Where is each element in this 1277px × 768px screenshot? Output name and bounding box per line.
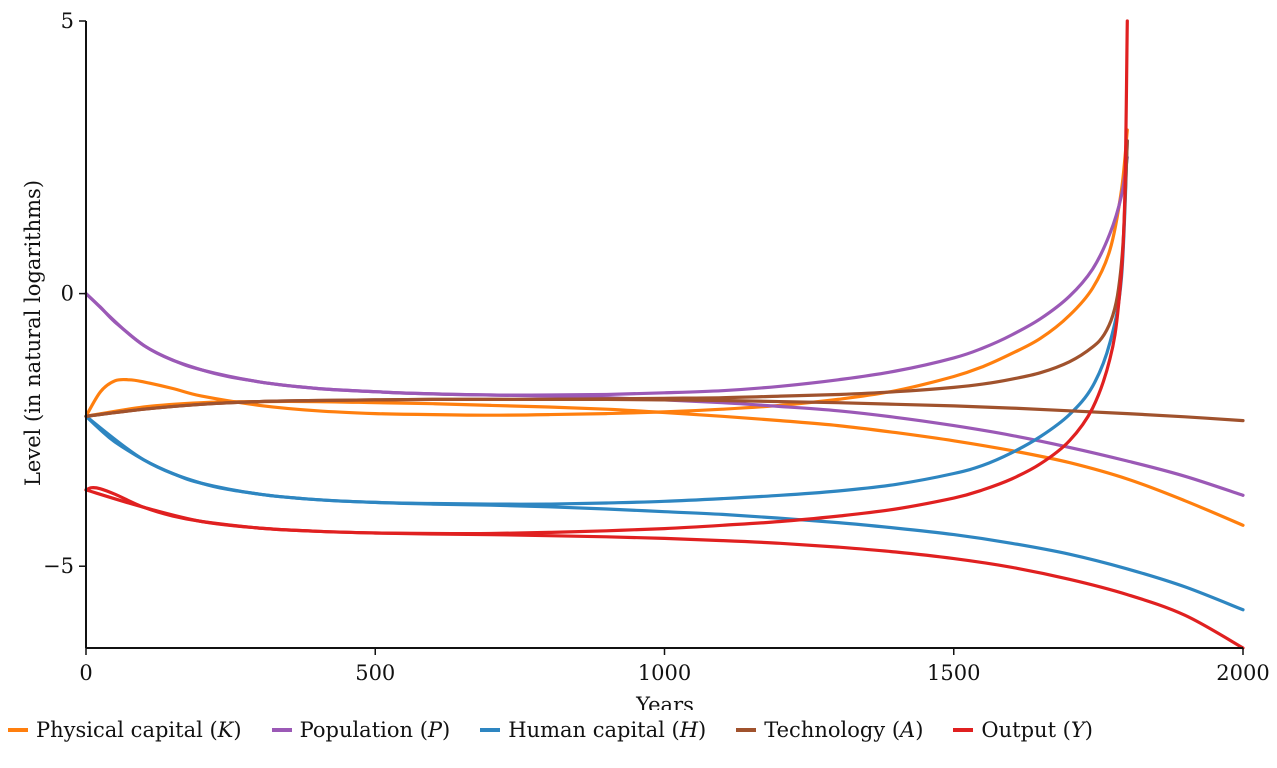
legend-paren: ): [1084, 718, 1093, 742]
legend-swatch: [736, 728, 757, 732]
series-human-capital: [84, 139, 1245, 612]
series-population: [84, 155, 1245, 497]
legend: Physical capital (K) Population (P) Human …: [0, 710, 1277, 750]
legend-item-technology: Technology (A): [736, 718, 923, 742]
series-line-technology-lower: [84, 397, 1245, 423]
chart: 0 500 1000 1500 2000 5 0 −5 Years Level (in nat…: [21, 9, 1270, 710]
series-line-technology-upper: [84, 139, 1129, 418]
series-line-output-lower: [84, 488, 1245, 650]
legend-paren: ): [698, 718, 707, 742]
series-layer: [84, 19, 1245, 650]
axes-layer: 0 500 1000 1500 2000 5 0 −5: [43, 9, 1270, 685]
series-line-output-upper: [84, 19, 1129, 536]
series-line-population-upper: [84, 155, 1129, 397]
legend-paren: ): [233, 718, 242, 742]
x-tick-label: 1500: [927, 661, 980, 685]
x-tick-label: 1000: [638, 661, 691, 685]
series-line-human-capital-upper: [84, 139, 1129, 506]
y-tick-label: 5: [61, 9, 74, 33]
legend-label: Population (P): [300, 718, 451, 742]
legend-swatch: [271, 728, 292, 732]
y-axis-title: Level (in natural logarithms): [21, 180, 45, 486]
legend-series-name: Technology (: [764, 718, 901, 742]
x-tick-label: 500: [355, 661, 395, 685]
legend-paren: ): [442, 718, 451, 742]
legend-item-human-capital: Human capital (H): [480, 718, 706, 742]
legend-series-name: Population (: [299, 718, 428, 742]
legend-label: Human capital (H): [508, 718, 706, 742]
y-tick-label: 0: [61, 282, 74, 306]
series-line-physical-capital-upper: [84, 128, 1129, 418]
legend-series-symbol: K: [217, 718, 234, 742]
legend-series-name: Output (: [981, 718, 1071, 742]
legend-label: Physical capital (K): [36, 718, 242, 742]
legend-series-name: Human capital (: [508, 718, 680, 742]
series-line-physical-capital-lower: [84, 399, 1245, 527]
legend-paren: ): [915, 718, 924, 742]
legend-series-symbol: Y: [1070, 718, 1085, 742]
legend-label: Output (Y): [981, 718, 1093, 742]
legend-swatch: [8, 728, 28, 732]
legend-item-physical-capital: Physical capital (K): [8, 718, 242, 742]
legend-series-name: Physical capital (: [36, 718, 218, 742]
legend-item-population: Population (P): [271, 718, 451, 742]
legend-series-symbol: H: [679, 718, 699, 742]
y-tick-label: −5: [43, 554, 74, 578]
legend-label: Technology (A): [764, 718, 923, 742]
legend-series-symbol: P: [427, 718, 443, 742]
series-technology: [84, 139, 1245, 423]
legend-swatch: [480, 728, 501, 732]
legend-series-symbol: A: [900, 718, 916, 742]
legend-swatch: [953, 728, 974, 732]
legend-item-output: Output (Y): [953, 718, 1093, 742]
x-tick-label: 0: [79, 661, 92, 685]
x-axis-title: Years: [635, 693, 694, 710]
series-physical-capital: [84, 128, 1245, 527]
series-line-human-capital-lower: [84, 414, 1245, 612]
series-output: [84, 19, 1245, 650]
x-tick-label: 2000: [1216, 661, 1269, 685]
series-line-population-lower: [84, 292, 1245, 497]
